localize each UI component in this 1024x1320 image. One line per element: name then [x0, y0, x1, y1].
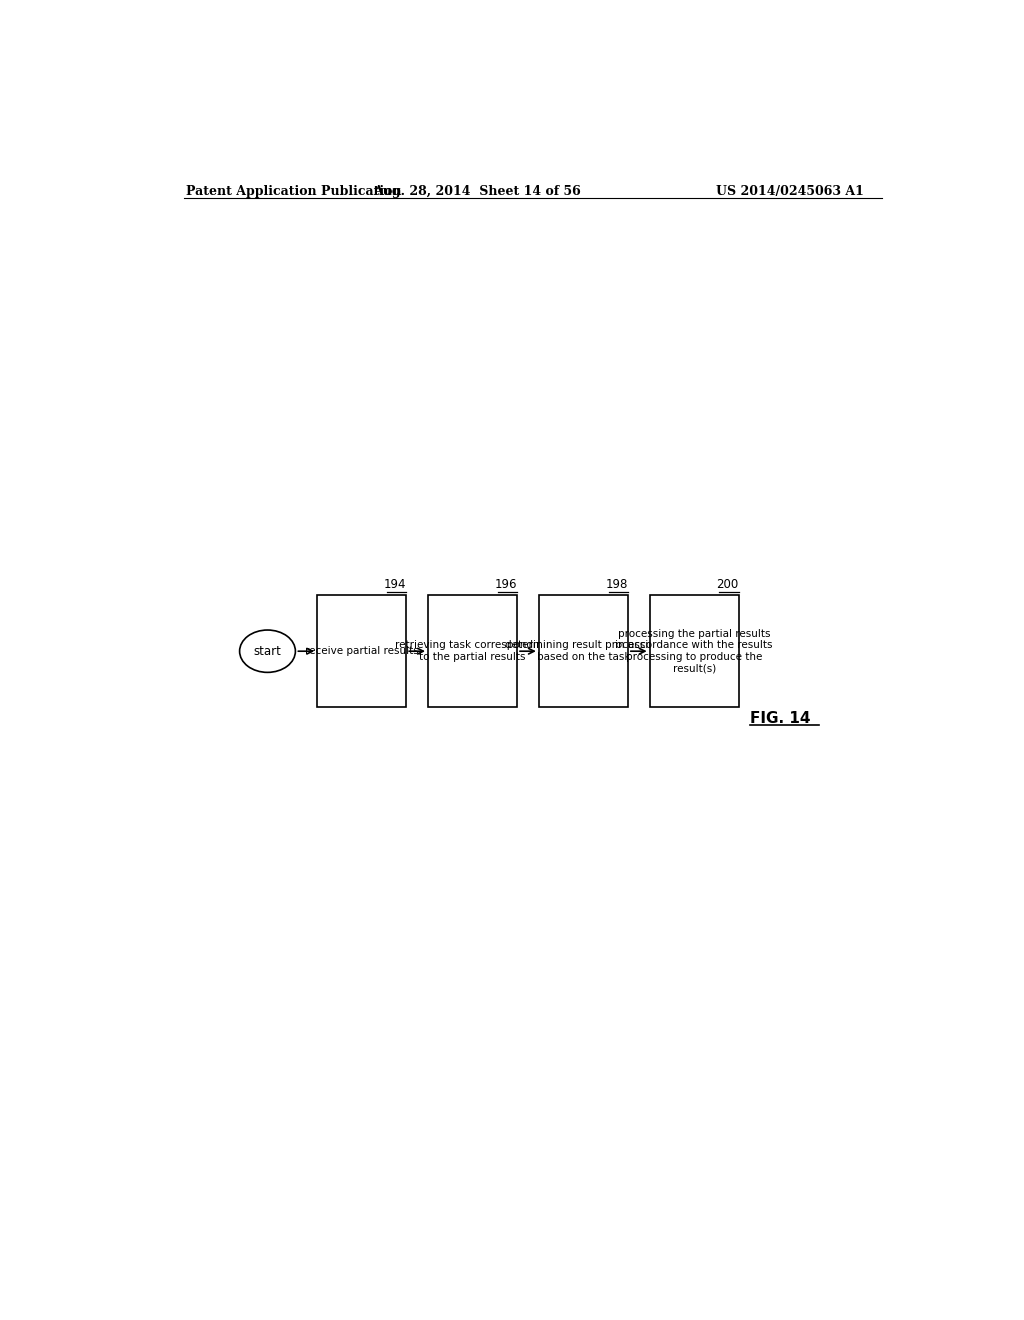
- Text: processing the partial results
in accordance with the results
processing to prod: processing the partial results in accord…: [615, 628, 773, 673]
- Text: determining result processing
based on the task: determining result processing based on t…: [505, 640, 662, 663]
- Text: 198: 198: [605, 578, 628, 591]
- FancyBboxPatch shape: [317, 595, 407, 708]
- Text: Patent Application Publication: Patent Application Publication: [186, 185, 401, 198]
- Text: receive partial results: receive partial results: [305, 647, 419, 656]
- Text: 200: 200: [717, 578, 738, 591]
- Text: 196: 196: [495, 578, 517, 591]
- Text: Aug. 28, 2014  Sheet 14 of 56: Aug. 28, 2014 Sheet 14 of 56: [373, 185, 581, 198]
- FancyBboxPatch shape: [649, 595, 738, 708]
- Text: FIG. 14: FIG. 14: [751, 711, 811, 726]
- Text: retrieving task corresponding
to the partial results: retrieving task corresponding to the par…: [395, 640, 550, 663]
- FancyBboxPatch shape: [539, 595, 628, 708]
- Text: 194: 194: [384, 578, 407, 591]
- FancyBboxPatch shape: [428, 595, 517, 708]
- Text: start: start: [254, 644, 282, 657]
- Text: US 2014/0245063 A1: US 2014/0245063 A1: [717, 185, 864, 198]
- Ellipse shape: [240, 630, 295, 672]
